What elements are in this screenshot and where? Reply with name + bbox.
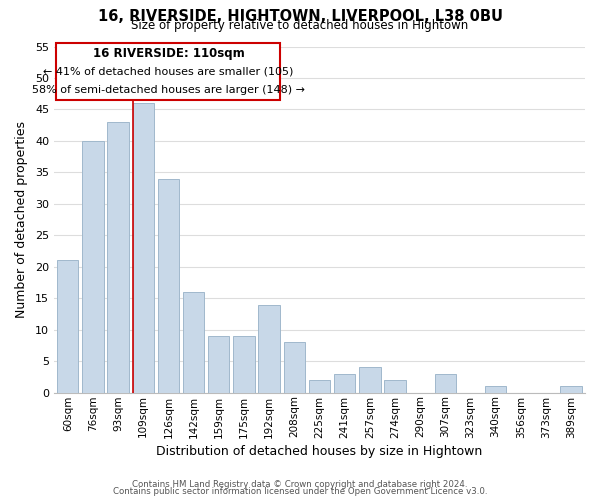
Bar bbox=[560, 386, 582, 392]
Bar bbox=[434, 374, 456, 392]
Text: ← 41% of detached houses are smaller (105): ← 41% of detached houses are smaller (10… bbox=[43, 66, 293, 76]
Bar bbox=[107, 122, 129, 392]
Text: Contains public sector information licensed under the Open Government Licence v3: Contains public sector information licen… bbox=[113, 487, 487, 496]
Bar bbox=[82, 141, 104, 393]
X-axis label: Distribution of detached houses by size in Hightown: Distribution of detached houses by size … bbox=[157, 444, 482, 458]
Bar bbox=[259, 304, 280, 392]
Bar bbox=[133, 103, 154, 393]
Bar bbox=[57, 260, 79, 392]
Bar bbox=[309, 380, 330, 392]
Bar bbox=[359, 368, 380, 392]
Text: 58% of semi-detached houses are larger (148) →: 58% of semi-detached houses are larger (… bbox=[32, 85, 305, 95]
Bar bbox=[208, 336, 229, 392]
Bar bbox=[485, 386, 506, 392]
Y-axis label: Number of detached properties: Number of detached properties bbox=[15, 121, 28, 318]
Text: 16, RIVERSIDE, HIGHTOWN, LIVERPOOL, L38 0BU: 16, RIVERSIDE, HIGHTOWN, LIVERPOOL, L38 … bbox=[97, 9, 503, 24]
Text: Contains HM Land Registry data © Crown copyright and database right 2024.: Contains HM Land Registry data © Crown c… bbox=[132, 480, 468, 489]
Bar bbox=[284, 342, 305, 392]
Bar bbox=[233, 336, 254, 392]
Bar bbox=[334, 374, 355, 392]
Bar bbox=[158, 178, 179, 392]
Bar bbox=[384, 380, 406, 392]
Text: Size of property relative to detached houses in Hightown: Size of property relative to detached ho… bbox=[131, 19, 469, 32]
Bar bbox=[183, 292, 205, 392]
Text: 16 RIVERSIDE: 110sqm: 16 RIVERSIDE: 110sqm bbox=[92, 47, 244, 60]
